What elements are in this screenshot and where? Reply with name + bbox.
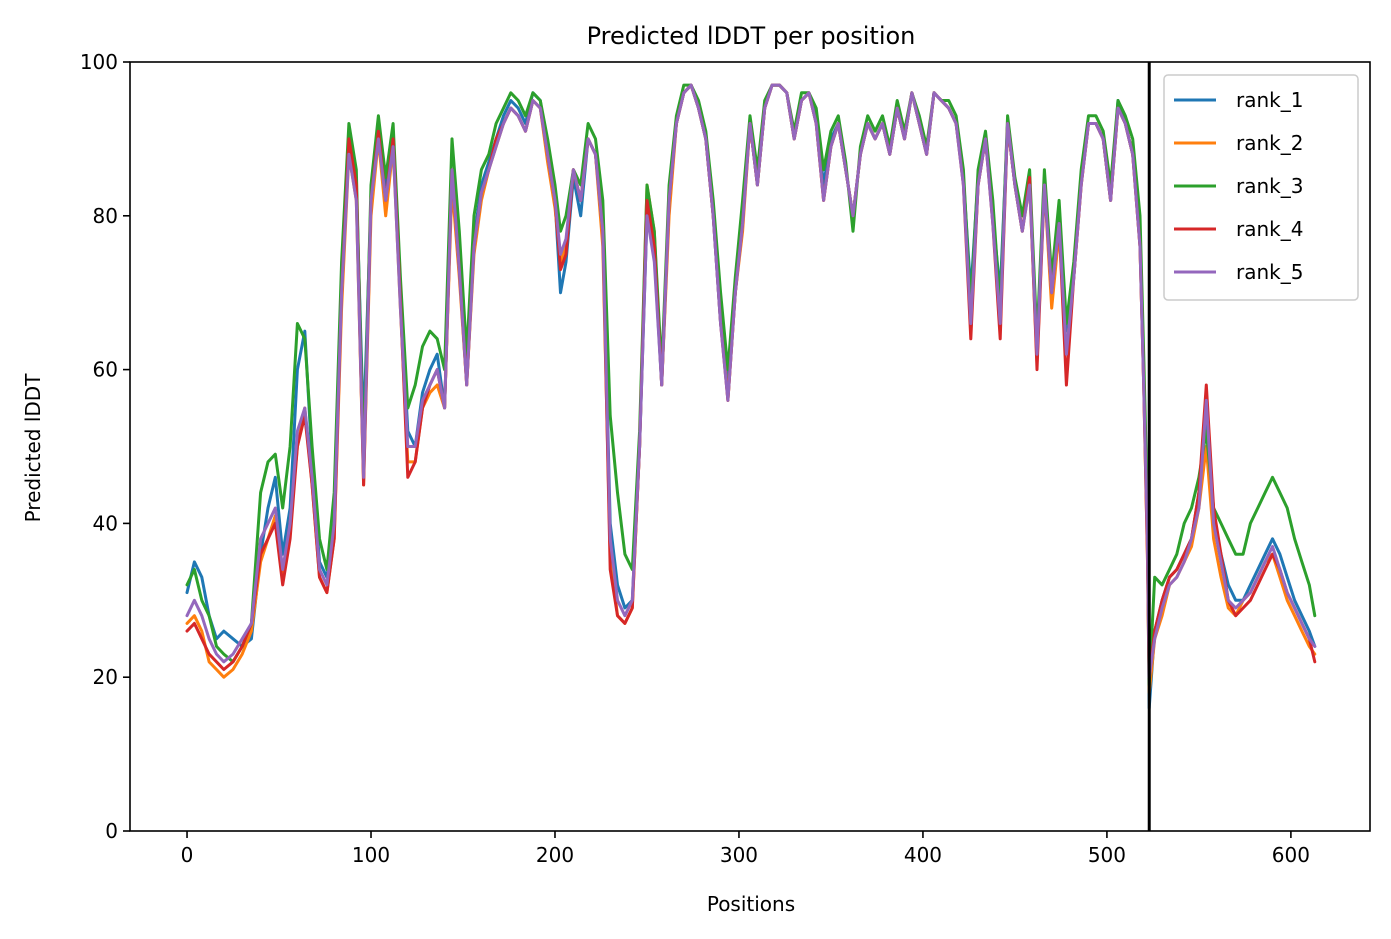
y-tick-label: 20 — [93, 665, 118, 689]
y-tick-label: 60 — [93, 358, 118, 382]
y-tick-label: 0 — [105, 819, 118, 843]
x-axis-label: Positions — [707, 892, 795, 916]
legend-label-rank-5: rank_5 — [1236, 260, 1303, 284]
x-tick-label: 100 — [352, 843, 390, 867]
y-axis-label: Predicted lDDT — [21, 373, 45, 523]
legend: rank_1 rank_2 rank_3 rank_4 rank_5 — [1163, 74, 1359, 301]
legend-label-rank-3: rank_3 — [1236, 174, 1303, 198]
plot-frame — [129, 61, 1371, 832]
x-tick-label: 500 — [1088, 843, 1126, 867]
x-tick-label: 300 — [720, 843, 758, 867]
chart-title: Predicted lDDT per position — [587, 22, 916, 50]
legend-label-rank-4: rank_4 — [1236, 217, 1303, 241]
x-tick-label: 0 — [181, 843, 194, 867]
x-tick-label: 200 — [536, 843, 574, 867]
y-tick-label: 40 — [93, 511, 118, 535]
series-line-rank-5 — [185, 83, 1317, 679]
legend-label-rank-2: rank_2 — [1236, 131, 1303, 155]
y-tick-label: 100 — [80, 50, 118, 74]
legend-label-rank-1: rank_1 — [1236, 88, 1303, 112]
y-tick-label: 80 — [93, 204, 118, 228]
series-group — [185, 83, 1317, 710]
x-tick-label: 400 — [904, 843, 942, 867]
plot-area — [129, 61, 1371, 832]
x-tick-label: 600 — [1272, 843, 1310, 867]
y-axis-ticks: 0 20 40 60 80 100 — [80, 50, 130, 843]
x-axis-ticks: 0 100 200 300 400 500 600 — [181, 831, 1310, 867]
legend-box — [1163, 74, 1359, 301]
